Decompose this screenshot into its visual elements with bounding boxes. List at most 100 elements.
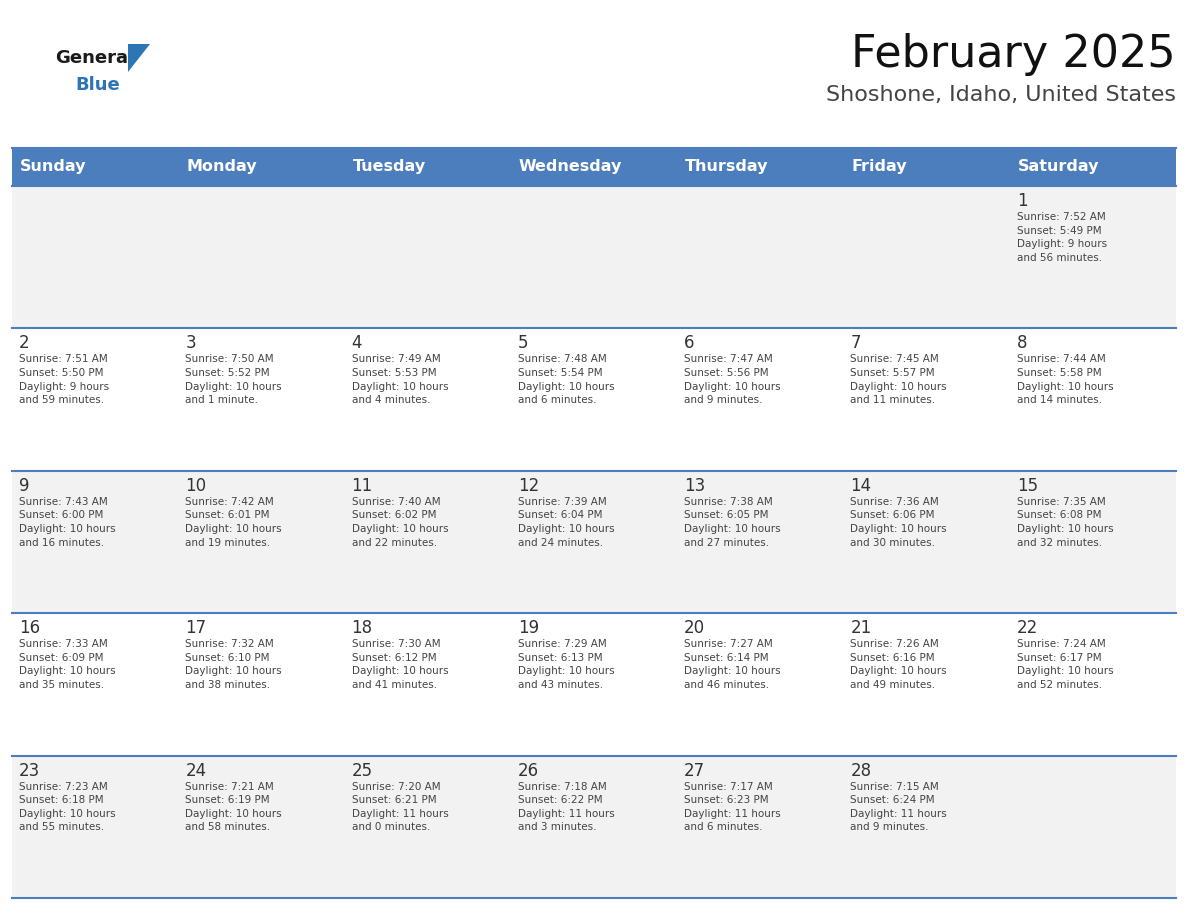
Text: Sunrise: 7:24 AM
Sunset: 6:17 PM
Daylight: 10 hours
and 52 minutes.: Sunrise: 7:24 AM Sunset: 6:17 PM Dayligh… [1017,639,1113,690]
Text: 10: 10 [185,476,207,495]
Text: 23: 23 [19,762,40,779]
Text: Sunrise: 7:42 AM
Sunset: 6:01 PM
Daylight: 10 hours
and 19 minutes.: Sunrise: 7:42 AM Sunset: 6:01 PM Dayligh… [185,497,282,548]
Text: Sunrise: 7:27 AM
Sunset: 6:14 PM
Daylight: 10 hours
and 46 minutes.: Sunrise: 7:27 AM Sunset: 6:14 PM Dayligh… [684,639,781,690]
Text: Sunrise: 7:18 AM
Sunset: 6:22 PM
Daylight: 11 hours
and 3 minutes.: Sunrise: 7:18 AM Sunset: 6:22 PM Dayligh… [518,781,614,833]
Text: 16: 16 [19,620,40,637]
Bar [12,756,178,898]
Text: 25: 25 [352,762,373,779]
Bar [677,186,843,329]
Bar [178,186,345,329]
Text: Blue: Blue [75,76,120,94]
Text: Sunrise: 7:21 AM
Sunset: 6:19 PM
Daylight: 10 hours
and 58 minutes.: Sunrise: 7:21 AM Sunset: 6:19 PM Dayligh… [185,781,282,833]
Text: 24: 24 [185,762,207,779]
Text: 14: 14 [851,476,872,495]
Text: Sunrise: 7:36 AM
Sunset: 6:06 PM
Daylight: 10 hours
and 30 minutes.: Sunrise: 7:36 AM Sunset: 6:06 PM Dayligh… [851,497,947,548]
Text: 26: 26 [518,762,539,779]
Bar [677,471,843,613]
Text: General: General [55,49,134,67]
Text: Saturday: Saturday [1018,160,1099,174]
Bar [12,613,178,756]
Polygon shape [128,44,150,72]
Bar [843,613,1010,756]
Text: 8: 8 [1017,334,1028,353]
Text: Sunrise: 7:43 AM
Sunset: 6:00 PM
Daylight: 10 hours
and 16 minutes.: Sunrise: 7:43 AM Sunset: 6:00 PM Dayligh… [19,497,115,548]
Bar [511,329,677,471]
Bar [511,756,677,898]
Text: Sunrise: 7:23 AM
Sunset: 6:18 PM
Daylight: 10 hours
and 55 minutes.: Sunrise: 7:23 AM Sunset: 6:18 PM Dayligh… [19,781,115,833]
Text: 3: 3 [185,334,196,353]
Bar [12,329,178,471]
Text: Sunrise: 7:39 AM
Sunset: 6:04 PM
Daylight: 10 hours
and 24 minutes.: Sunrise: 7:39 AM Sunset: 6:04 PM Dayligh… [518,497,614,548]
Bar [511,613,677,756]
Text: Sunrise: 7:51 AM
Sunset: 5:50 PM
Daylight: 9 hours
and 59 minutes.: Sunrise: 7:51 AM Sunset: 5:50 PM Dayligh… [19,354,109,405]
Text: 19: 19 [518,620,539,637]
Text: 13: 13 [684,476,706,495]
Text: Sunrise: 7:20 AM
Sunset: 6:21 PM
Daylight: 11 hours
and 0 minutes.: Sunrise: 7:20 AM Sunset: 6:21 PM Dayligh… [352,781,448,833]
Text: 15: 15 [1017,476,1038,495]
Bar [345,148,511,186]
Text: Shoshone, Idaho, United States: Shoshone, Idaho, United States [826,85,1176,105]
Text: Sunrise: 7:26 AM
Sunset: 6:16 PM
Daylight: 10 hours
and 49 minutes.: Sunrise: 7:26 AM Sunset: 6:16 PM Dayligh… [851,639,947,690]
Text: 28: 28 [851,762,872,779]
Text: 9: 9 [19,476,30,495]
Text: 7: 7 [851,334,861,353]
Text: Sunrise: 7:40 AM
Sunset: 6:02 PM
Daylight: 10 hours
and 22 minutes.: Sunrise: 7:40 AM Sunset: 6:02 PM Dayligh… [352,497,448,548]
Text: Sunrise: 7:33 AM
Sunset: 6:09 PM
Daylight: 10 hours
and 35 minutes.: Sunrise: 7:33 AM Sunset: 6:09 PM Dayligh… [19,639,115,690]
Bar [178,756,345,898]
Text: Sunrise: 7:47 AM
Sunset: 5:56 PM
Daylight: 10 hours
and 9 minutes.: Sunrise: 7:47 AM Sunset: 5:56 PM Dayligh… [684,354,781,405]
Bar [843,329,1010,471]
Text: Sunrise: 7:44 AM
Sunset: 5:58 PM
Daylight: 10 hours
and 14 minutes.: Sunrise: 7:44 AM Sunset: 5:58 PM Dayligh… [1017,354,1113,405]
Bar [843,471,1010,613]
Bar [677,756,843,898]
Bar [12,186,178,329]
Text: 1: 1 [1017,192,1028,210]
Text: Sunrise: 7:49 AM
Sunset: 5:53 PM
Daylight: 10 hours
and 4 minutes.: Sunrise: 7:49 AM Sunset: 5:53 PM Dayligh… [352,354,448,405]
Bar [1010,756,1176,898]
Text: 6: 6 [684,334,695,353]
Text: Monday: Monday [187,160,257,174]
Bar [12,148,178,186]
Text: Tuesday: Tuesday [353,160,425,174]
Bar [843,186,1010,329]
Text: Friday: Friday [852,160,908,174]
Text: 20: 20 [684,620,706,637]
Text: 27: 27 [684,762,706,779]
Text: Wednesday: Wednesday [519,160,623,174]
Bar [511,148,677,186]
Text: Sunrise: 7:38 AM
Sunset: 6:05 PM
Daylight: 10 hours
and 27 minutes.: Sunrise: 7:38 AM Sunset: 6:05 PM Dayligh… [684,497,781,548]
Bar [1010,329,1176,471]
Bar [345,471,511,613]
Bar [843,756,1010,898]
Bar [1010,471,1176,613]
Bar [178,613,345,756]
Text: 18: 18 [352,620,373,637]
Bar [345,329,511,471]
Text: Sunrise: 7:35 AM
Sunset: 6:08 PM
Daylight: 10 hours
and 32 minutes.: Sunrise: 7:35 AM Sunset: 6:08 PM Dayligh… [1017,497,1113,548]
Text: 4: 4 [352,334,362,353]
Bar [178,329,345,471]
Bar [1010,148,1176,186]
Bar [843,148,1010,186]
Bar [1010,613,1176,756]
Text: Sunrise: 7:32 AM
Sunset: 6:10 PM
Daylight: 10 hours
and 38 minutes.: Sunrise: 7:32 AM Sunset: 6:10 PM Dayligh… [185,639,282,690]
Text: Sunrise: 7:48 AM
Sunset: 5:54 PM
Daylight: 10 hours
and 6 minutes.: Sunrise: 7:48 AM Sunset: 5:54 PM Dayligh… [518,354,614,405]
Bar [511,471,677,613]
Text: 21: 21 [851,620,872,637]
Text: Sunrise: 7:17 AM
Sunset: 6:23 PM
Daylight: 11 hours
and 6 minutes.: Sunrise: 7:17 AM Sunset: 6:23 PM Dayligh… [684,781,781,833]
Bar [677,329,843,471]
Text: 2: 2 [19,334,30,353]
Bar [345,186,511,329]
Text: Sunrise: 7:29 AM
Sunset: 6:13 PM
Daylight: 10 hours
and 43 minutes.: Sunrise: 7:29 AM Sunset: 6:13 PM Dayligh… [518,639,614,690]
Text: Sunrise: 7:30 AM
Sunset: 6:12 PM
Daylight: 10 hours
and 41 minutes.: Sunrise: 7:30 AM Sunset: 6:12 PM Dayligh… [352,639,448,690]
Bar [345,613,511,756]
Text: 22: 22 [1017,620,1038,637]
Bar [677,148,843,186]
Bar [178,148,345,186]
Text: 17: 17 [185,620,207,637]
Text: Sunrise: 7:15 AM
Sunset: 6:24 PM
Daylight: 11 hours
and 9 minutes.: Sunrise: 7:15 AM Sunset: 6:24 PM Dayligh… [851,781,947,833]
Text: 12: 12 [518,476,539,495]
Bar [345,756,511,898]
Text: Sunday: Sunday [20,160,87,174]
Text: Thursday: Thursday [685,160,769,174]
Bar [677,613,843,756]
